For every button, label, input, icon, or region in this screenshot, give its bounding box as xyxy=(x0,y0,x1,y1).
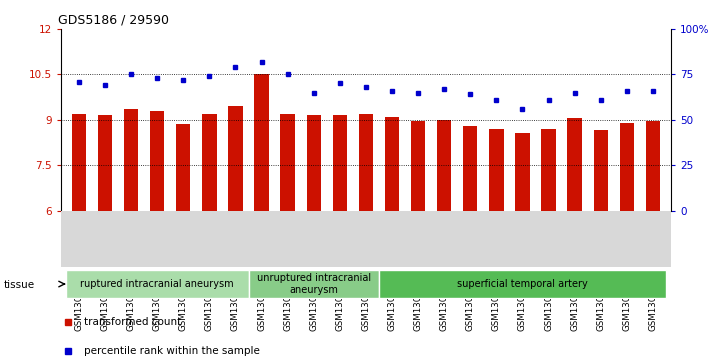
Bar xyxy=(489,129,503,211)
Bar xyxy=(358,114,373,211)
Text: superficial temporal artery: superficial temporal artery xyxy=(457,279,588,289)
Text: tissue: tissue xyxy=(4,280,35,290)
Text: transformed count: transformed count xyxy=(84,318,181,327)
Text: GDS5186 / 29590: GDS5186 / 29590 xyxy=(58,13,169,26)
Bar xyxy=(254,74,268,211)
Bar xyxy=(541,129,555,211)
Bar xyxy=(306,115,321,211)
Bar xyxy=(124,109,139,211)
Bar xyxy=(516,134,530,211)
Bar xyxy=(281,114,295,211)
Bar xyxy=(333,115,347,211)
Bar xyxy=(248,270,379,298)
Text: percentile rank within the sample: percentile rank within the sample xyxy=(84,346,260,356)
Bar xyxy=(150,111,164,211)
Bar xyxy=(72,114,86,211)
Bar xyxy=(98,115,112,211)
Bar xyxy=(645,121,660,211)
Bar xyxy=(620,123,634,211)
Bar xyxy=(411,121,426,211)
Bar xyxy=(176,125,191,211)
Bar xyxy=(202,114,216,211)
Bar xyxy=(66,270,248,298)
Bar xyxy=(463,126,478,211)
Text: ruptured intracranial aneurysm: ruptured intracranial aneurysm xyxy=(81,279,234,289)
Text: unruptured intracranial
aneurysm: unruptured intracranial aneurysm xyxy=(257,273,371,295)
Bar xyxy=(568,118,582,211)
Bar xyxy=(228,106,243,211)
Bar xyxy=(437,120,451,211)
Bar xyxy=(379,270,666,298)
Bar xyxy=(385,117,399,211)
Bar xyxy=(593,130,608,211)
